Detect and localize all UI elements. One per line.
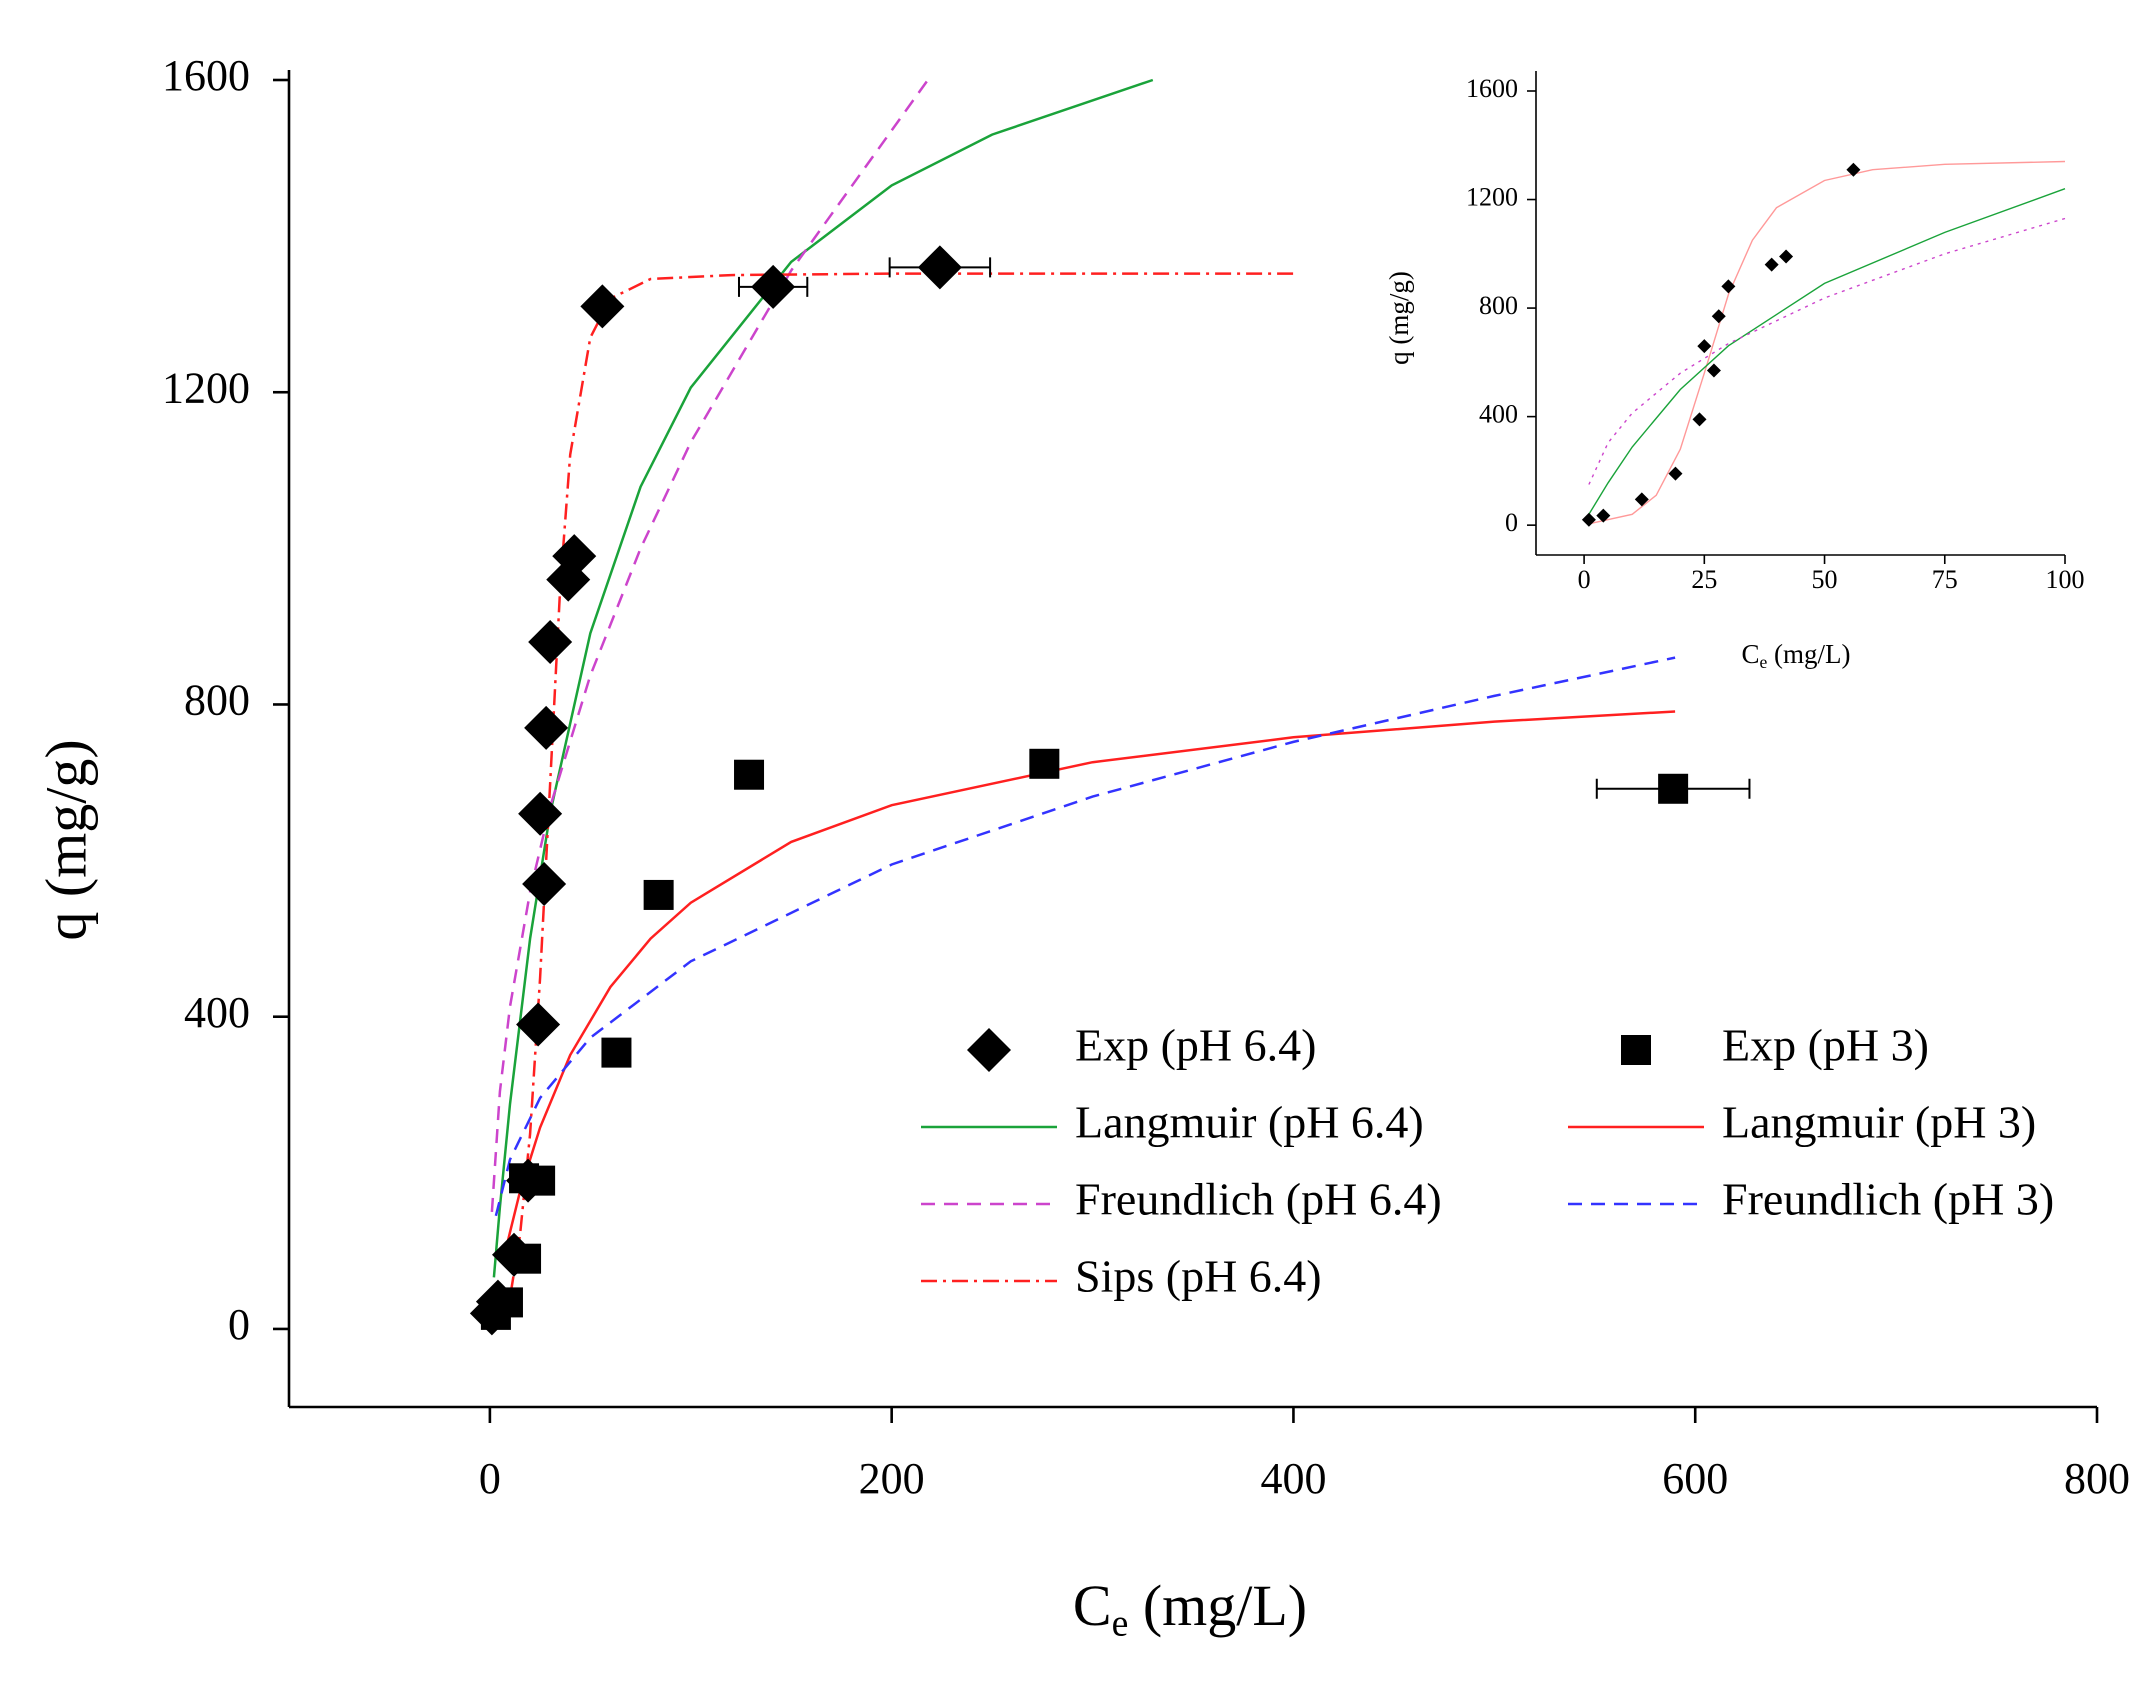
x-tick-label: 100 [2046,565,2085,594]
x-axis-title-subscript: e [1760,652,1768,672]
y-tick-label: 400 [184,988,250,1037]
fit-line [1588,160,2066,525]
diamond-marker [1596,508,1611,523]
fit-line [492,78,1154,1278]
square-marker [492,1287,523,1318]
fit-line [1588,188,2066,515]
diamond-marker [1846,162,1861,177]
diamond-marker [1634,492,1649,507]
x-tick-label: 800 [2064,1454,2130,1503]
fit-line [498,272,1294,1322]
y-tick-label: 800 [184,676,250,725]
square-marker [525,1165,556,1196]
fit-line [504,710,1676,1249]
diamond-marker [522,862,567,907]
legend-label: Langmuir (pH 3) [1722,1097,2036,1148]
y-tick-label: 800 [1479,291,1518,320]
fit-line [1588,217,2066,485]
x-axis-title-part: (mg/L) [1128,1573,1307,1638]
fit-line [490,79,929,1212]
x-axis-title-part: C [1073,1573,1112,1638]
legend-label: Sips (pH 6.4) [1075,1251,1322,1302]
diamond-marker [751,264,796,309]
square-marker [643,879,674,910]
legend-label: Langmuir (pH 6.4) [1075,1097,1424,1148]
x-axis-title: Ce (mg/L) [1073,1573,1307,1644]
y-tick-label: 400 [1479,400,1518,429]
legend-label: Freundlich (pH 3) [1722,1174,2054,1225]
y-tick-label: 1200 [162,363,250,412]
y-tick-label: 0 [1505,508,1518,537]
diamond-marker [917,245,962,290]
square-marker [601,1037,632,1068]
diamond-marker [552,534,597,579]
y-tick-label: 0 [228,1300,250,1349]
legend-label: Exp (pH 6.4) [1075,1020,1316,1071]
x-tick-label: 0 [479,1454,501,1503]
diamond-marker [1668,466,1683,481]
x-tick-label: 50 [1812,565,1838,594]
diamond-marker [516,1002,561,1047]
diamond-marker [518,791,563,836]
x-tick-label: 400 [1260,1454,1326,1503]
x-tick-label: 0 [1578,565,1591,594]
fit-line [494,656,1676,1217]
legend-marker [1621,1035,1651,1065]
y-tick-label: 1600 [1466,74,1518,103]
square-marker [1658,773,1689,804]
diamond-marker [580,284,625,329]
x-tick-label: 25 [1691,565,1717,594]
diamond-marker [1692,412,1707,427]
legend-marker [967,1028,1011,1072]
y-tick-label: 1600 [162,51,250,100]
square-marker [1029,748,1060,779]
diamond-marker [1764,257,1779,272]
diamond-marker [1697,339,1712,354]
x-axis-title-part: C [1741,639,1759,669]
x-tick-label: 75 [1932,565,1958,594]
y-axis-title: q (mg/g) [33,739,98,940]
square-marker [511,1243,542,1274]
x-axis-title: Ce (mg/L) [1741,639,1850,672]
diamond-marker [1711,309,1726,324]
x-axis-title-part: (mg/L) [1767,639,1850,669]
x-tick-label: 600 [1662,1454,1728,1503]
diamond-marker [1581,512,1596,527]
x-axis-title-subscript: e [1112,1602,1129,1644]
diamond-marker [528,620,573,665]
y-axis-title: q (mg/g) [1384,271,1414,365]
diamond-marker [1706,363,1721,378]
diamond-marker [524,705,569,750]
diamond-marker [1721,279,1736,294]
legend-label: Freundlich (pH 6.4) [1075,1174,1442,1225]
y-tick-label: 1200 [1466,183,1518,212]
legend-label: Exp (pH 3) [1722,1020,1929,1071]
square-marker [734,759,765,790]
x-tick-label: 200 [859,1454,925,1503]
diamond-marker [1779,249,1794,264]
